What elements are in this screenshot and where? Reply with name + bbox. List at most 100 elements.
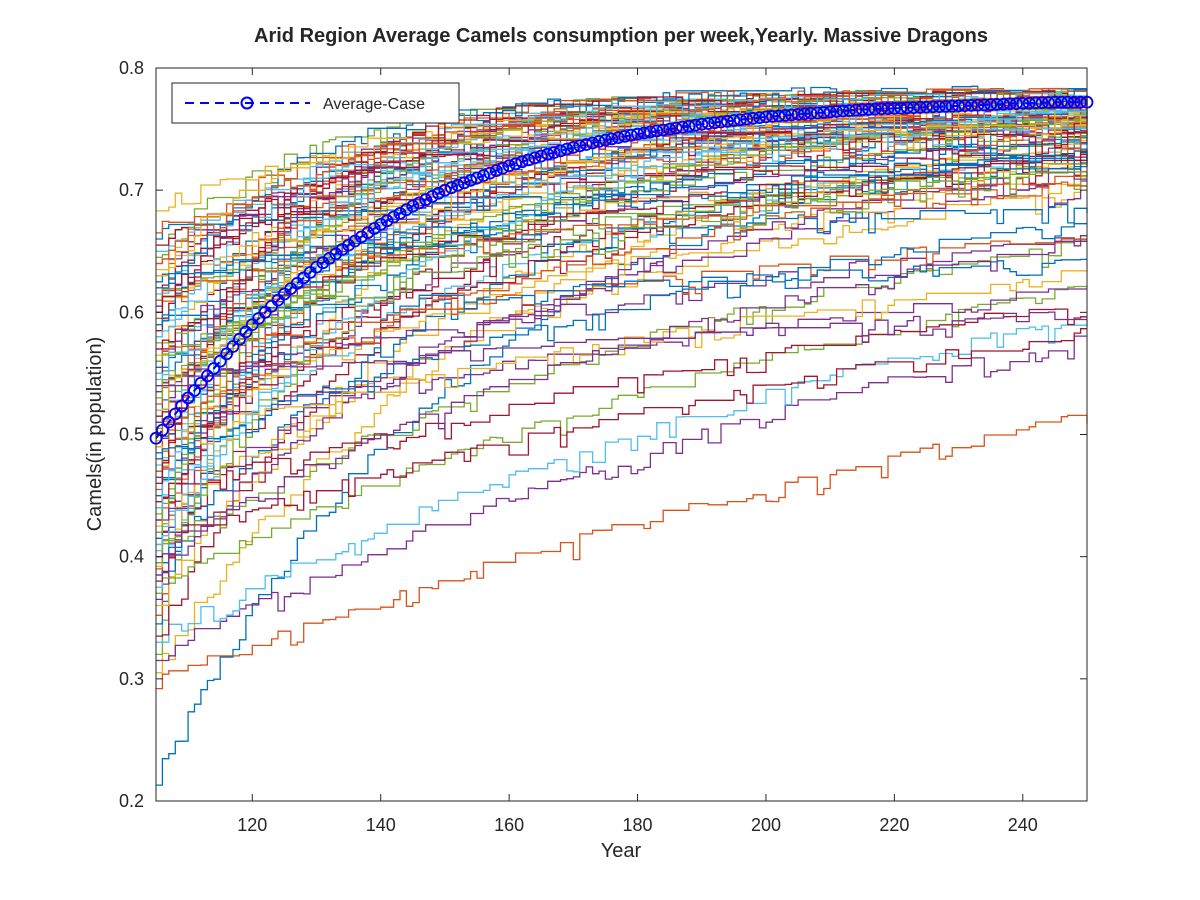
average-case-marker [656,123,670,137]
chart-title: Arid Region Average Camels consumption p… [254,25,988,47]
simulation-run-line [156,149,1088,289]
simulation-run-line [156,92,1088,338]
average-case-marker [483,166,497,180]
average-case-marker [971,98,985,112]
average-case-marker [355,230,368,244]
simulation-run-line [156,223,1087,460]
average-case-marker [220,347,234,361]
average-case-marker [573,139,587,153]
average-case-marker [926,100,940,114]
x-axis-label: Year [601,840,642,862]
simulation-run-line [156,171,1087,576]
average-case-marker [592,135,606,148]
average-case-marker [579,138,593,151]
average-case-marker [727,114,741,127]
simulation-run-line [156,170,1087,436]
average-case-marker [644,125,657,139]
legend-marker-sample [240,96,254,110]
simulation-run-line [156,181,1087,303]
average-case-marker [997,97,1010,111]
average-case-marker [1010,97,1023,111]
average-case-marker [412,196,426,210]
simulation-run-line [156,240,1087,558]
simulation-run-line [156,270,1088,452]
average-case-marker [502,159,516,173]
simulation-run-line [156,320,1088,643]
average-case-marker [361,226,375,240]
average-case-marker [830,105,843,118]
average-case-marker [714,115,728,129]
average-case-marker [1061,95,1075,109]
simulation-run-line [156,121,1087,411]
average-case-marker [477,169,490,182]
x-tick-label: 240 [1008,815,1038,835]
average-case-marker [785,108,798,122]
average-case-marker [316,256,330,270]
average-case-marker [1067,95,1081,109]
y-tick-label: 0.4 [119,547,144,567]
average-case-marker [560,142,574,156]
average-case-marker [618,129,632,143]
average-case-marker [522,153,535,167]
average-case-marker [676,120,689,134]
average-case-marker [688,118,702,132]
y-tick-label: 0.2 [119,791,144,811]
y-tick-label: 0.5 [119,425,144,445]
simulation-run-line [156,285,1088,594]
average-case-marker [817,106,831,119]
average-case-line [155,101,1087,439]
average-case-marker [566,140,580,154]
average-case-marker [900,101,914,115]
average-case-marker [810,106,824,120]
average-case-marker [348,234,362,248]
average-case-marker [772,109,786,123]
average-case-marker [746,111,760,125]
average-case-marker [663,122,677,136]
average-case-marker [599,133,612,147]
average-case-marker [380,214,394,228]
average-case-marker [528,151,542,165]
average-case-marker [342,238,356,252]
average-case-marker [239,325,253,339]
average-case-marker [515,155,529,169]
average-case-marker [470,171,484,185]
average-case-marker [913,100,927,114]
simulation-run-line [156,311,1087,392]
average-case-marker [1022,96,1036,110]
simulation-run-line [156,238,1087,365]
x-tick-label: 180 [623,815,653,835]
simulation-run-line [156,110,1087,497]
average-case-marker [310,260,323,274]
average-case-marker [399,203,413,217]
average-case-marker [207,362,221,375]
simulation-run-line [156,414,1088,690]
average-case-marker [175,399,189,413]
average-case-marker [766,110,779,123]
simulation-run-line [156,132,1087,313]
average-case-marker [881,102,895,115]
average-case-marker [701,117,715,130]
average-case-marker [419,193,433,207]
average-case-marker [907,101,920,114]
average-case-marker [155,423,169,437]
y-tick-label: 0.3 [119,669,144,689]
average-case-marker [541,147,555,161]
average-case-marker [894,101,908,115]
average-case-marker [464,173,478,187]
average-case-marker [1074,95,1087,109]
average-case-series [149,95,1094,445]
legend-entry-average-case: Average-Case [323,96,425,113]
y-axis-label: Camels(in population) [84,337,106,532]
average-case-marker [932,100,946,113]
average-case-marker [836,104,850,118]
simulation-run-line [156,118,1087,564]
average-case-marker [374,217,388,231]
x-tick-label: 200 [751,815,781,835]
average-case-marker [753,111,766,124]
average-case-marker [990,98,1004,111]
average-case-marker [322,251,336,265]
average-case-marker [534,149,548,163]
simulation-run-line [156,91,1088,265]
average-case-marker [200,369,214,383]
